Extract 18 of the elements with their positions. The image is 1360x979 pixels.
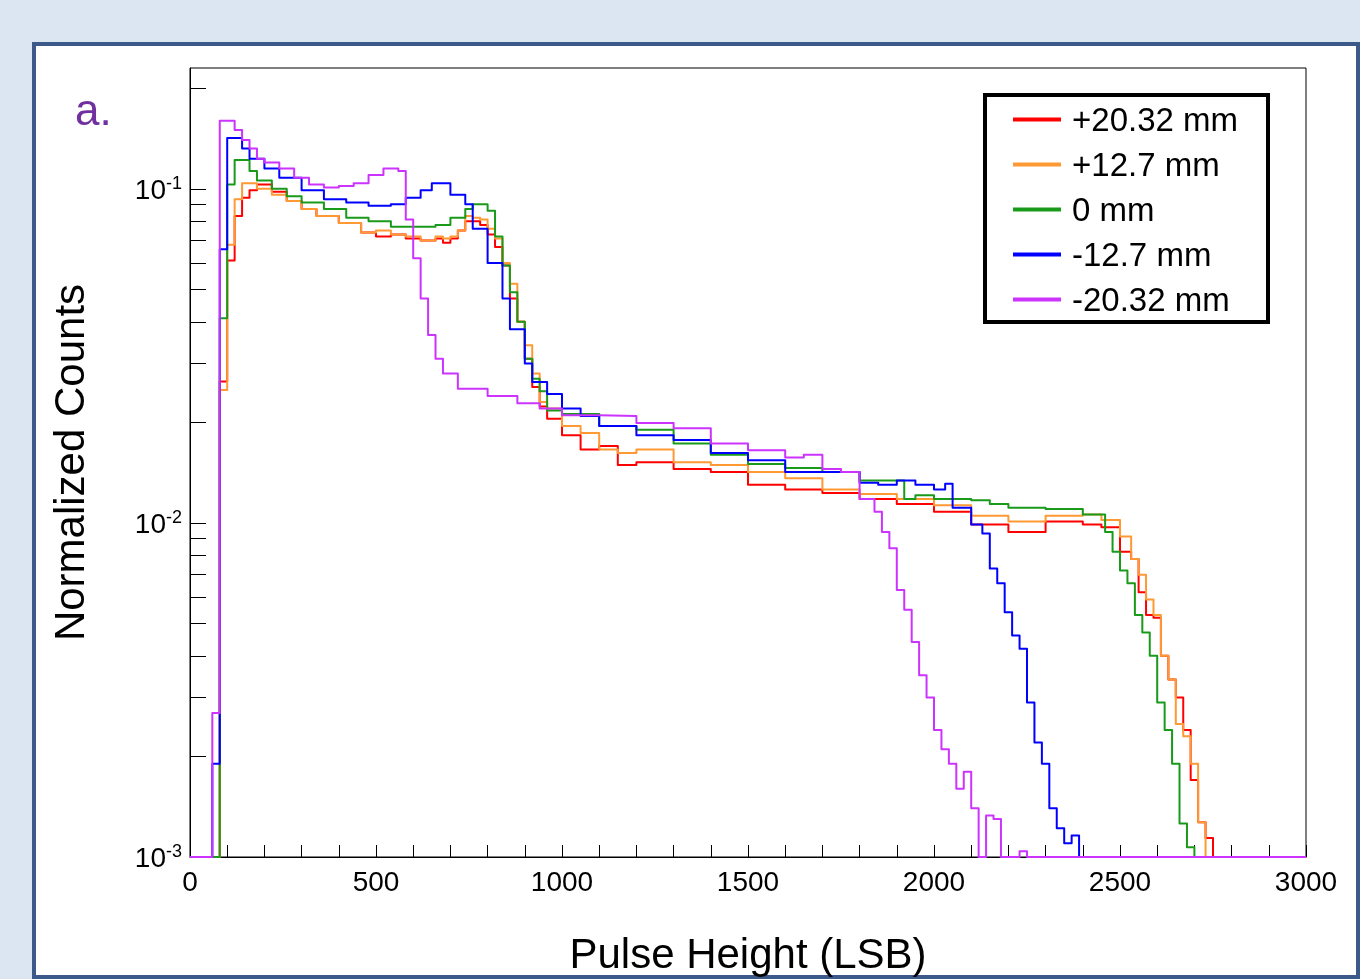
- x-tick-label: 500: [352, 865, 400, 897]
- legend-label: -12.7 mm: [1072, 236, 1212, 273]
- legend-label: 0 mm: [1072, 191, 1155, 228]
- y-tick-label: 10$^{-3}$: [134, 840, 182, 874]
- legend-label: +12.7 mm: [1072, 146, 1220, 183]
- y-tick-label: 10$^{-1}$: [134, 172, 182, 206]
- legend-label: +20.32 mm: [1072, 101, 1238, 138]
- y-axis-title: Normalized Counts: [45, 283, 93, 642]
- x-tick-label: 2000: [902, 865, 966, 897]
- x-tick-label: 2500: [1088, 865, 1152, 897]
- y-tick-label: 10$^{-2}$: [134, 506, 182, 540]
- x-tick-label: 3000: [1274, 865, 1338, 897]
- x-axis-title: Pulse Height (LSB): [569, 929, 927, 977]
- x-tick-label: 0: [182, 865, 198, 897]
- x-tick-label: 1500: [716, 865, 780, 897]
- chart-title: a.: [75, 84, 112, 134]
- legend-label: -20.32 mm: [1072, 281, 1230, 318]
- x-tick-label: 1000: [530, 865, 594, 897]
